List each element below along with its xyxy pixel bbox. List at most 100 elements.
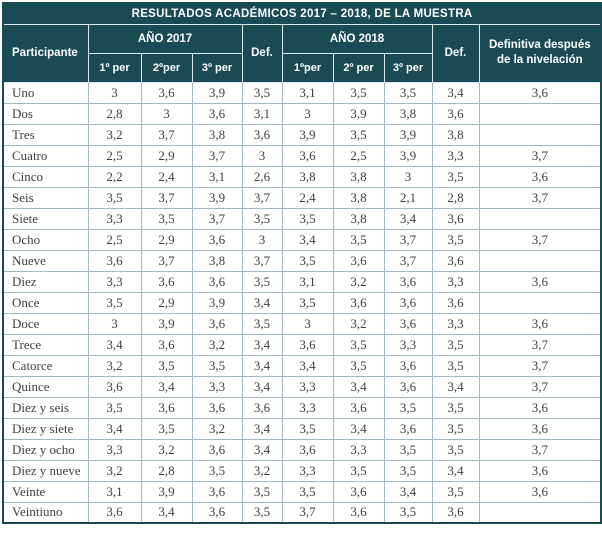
score-cell: 3,4: [241, 333, 283, 356]
score-cell: 3,6: [140, 81, 193, 104]
score-cell: 2,8: [140, 459, 193, 482]
score-cell: 3,6: [431, 207, 480, 230]
table-row: Siete 3,3 3,5 3,7 3,5 3,5 3,8 3,4 3,6: [2, 207, 602, 230]
score-cell: 3,5: [383, 459, 433, 482]
score-cell: 3,4: [431, 375, 480, 398]
score-cell: 3,6: [431, 501, 480, 524]
score-cell: 3,4: [431, 81, 480, 104]
participant-name: Cuatro: [2, 144, 89, 167]
score-cell: 3,9: [191, 186, 243, 209]
score-cell: 2,4: [281, 186, 334, 209]
col-header-def-2018: Def.: [431, 23, 480, 83]
score-cell: 3,5: [241, 81, 283, 104]
score-cell: 3,6: [383, 270, 433, 293]
score-cell: 3,5: [431, 333, 480, 356]
score-cell: 3,5: [241, 270, 283, 293]
score-cell: 3,9: [281, 123, 334, 146]
score-cell: 3,6: [140, 270, 193, 293]
score-cell: 3,6: [478, 459, 602, 482]
participant-name: Nueve: [2, 249, 89, 272]
score-cell: 3,8: [191, 123, 243, 146]
score-cell: 3,4: [281, 354, 334, 377]
score-cell: 3,6: [281, 144, 334, 167]
score-cell: 3,6: [431, 249, 480, 272]
participant-name: Trece: [2, 333, 89, 356]
table-header: RESULTADOS ACADÉMICOS 2017 – 2018, DE LA…: [2, 2, 602, 83]
score-cell: 3,6: [431, 291, 480, 314]
table-row: Once 3,5 2,9 3,9 3,4 3,5 3,6 3,6 3,6: [2, 291, 602, 314]
score-cell: 3,8: [332, 186, 385, 209]
score-cell: 3,5: [431, 438, 480, 461]
score-cell: 3,7: [478, 228, 602, 251]
score-cell: 3,6: [332, 249, 385, 272]
score-cell: 3,6: [332, 480, 385, 503]
participant-name: Diez y seis: [2, 396, 89, 419]
score-cell: 3,7: [383, 228, 433, 251]
score-cell: 3,4: [241, 354, 283, 377]
col-header-3per-2017: 3º per: [191, 52, 243, 83]
score-cell: 3,4: [383, 480, 433, 503]
score-cell: 3,8: [332, 165, 385, 188]
score-cell: 3,6: [478, 165, 602, 188]
score-cell: 3,3: [281, 459, 334, 482]
score-cell: 3,2: [332, 270, 385, 293]
score-cell: 3: [281, 312, 334, 335]
score-cell: 2,5: [87, 144, 142, 167]
score-cell: 3,7: [140, 249, 193, 272]
score-cell: 3,5: [332, 354, 385, 377]
score-cell: 3,5: [332, 228, 385, 251]
score-cell: 2,1: [383, 186, 433, 209]
score-cell: 3,5: [281, 417, 334, 440]
score-cell: 2,9: [140, 228, 193, 251]
score-cell: 3,5: [383, 81, 433, 104]
score-cell: 3,6: [140, 396, 193, 419]
score-cell: 3,6: [383, 375, 433, 398]
score-cell: 3,4: [332, 417, 385, 440]
score-cell: 3,6: [140, 333, 193, 356]
score-cell: 3,5: [140, 354, 193, 377]
score-cell: 2,9: [140, 291, 193, 314]
score-cell: 3,5: [431, 417, 480, 440]
score-cell: 3,5: [87, 186, 142, 209]
score-cell: 3,6: [191, 438, 243, 461]
score-cell: 3,2: [191, 417, 243, 440]
score-cell: [478, 501, 602, 524]
score-cell: 3: [87, 312, 142, 335]
score-cell: 3,2: [140, 438, 193, 461]
table-row: Catorce 3,2 3,5 3,5 3,4 3,4 3,5 3,6 3,5 3,7: [2, 354, 602, 377]
score-cell: 3,5: [281, 291, 334, 314]
score-cell: 3,5: [383, 396, 433, 419]
participant-name: Quince: [2, 375, 89, 398]
score-cell: 3,4: [332, 375, 385, 398]
score-cell: 3,3: [191, 375, 243, 398]
participant-name: Diez y ocho: [2, 438, 89, 461]
participant-name: Tres: [2, 123, 89, 146]
score-cell: 3,6: [191, 102, 243, 125]
score-cell: 3,8: [383, 102, 433, 125]
score-cell: 2,2: [87, 165, 142, 188]
score-cell: 3,3: [281, 375, 334, 398]
score-cell: 3,5: [140, 207, 193, 230]
score-cell: 3: [241, 144, 283, 167]
table-title: RESULTADOS ACADÉMICOS 2017 – 2018, DE LA…: [2, 2, 602, 25]
participant-name: Diez y nueve: [2, 459, 89, 482]
score-cell: 3: [241, 228, 283, 251]
participant-name: Seis: [2, 186, 89, 209]
score-cell: 3,7: [191, 207, 243, 230]
col-header-definitiva: Definitiva después de la nivelación: [478, 23, 602, 83]
score-cell: 3,5: [281, 480, 334, 503]
score-cell: [478, 291, 602, 314]
score-cell: 3,6: [191, 480, 243, 503]
col-header-2per-2017: 2ºper: [140, 52, 193, 83]
score-cell: 3,5: [332, 459, 385, 482]
score-cell: 3,6: [383, 291, 433, 314]
score-cell: 3,5: [383, 501, 433, 524]
score-cell: 3,6: [383, 417, 433, 440]
score-cell: 3,2: [241, 459, 283, 482]
score-cell: 3,5: [191, 459, 243, 482]
score-cell: 3,9: [191, 81, 243, 104]
score-cell: 3,9: [383, 144, 433, 167]
col-header-ano-2017: AÑO 2017: [87, 23, 243, 54]
participant-name: Once: [2, 291, 89, 314]
